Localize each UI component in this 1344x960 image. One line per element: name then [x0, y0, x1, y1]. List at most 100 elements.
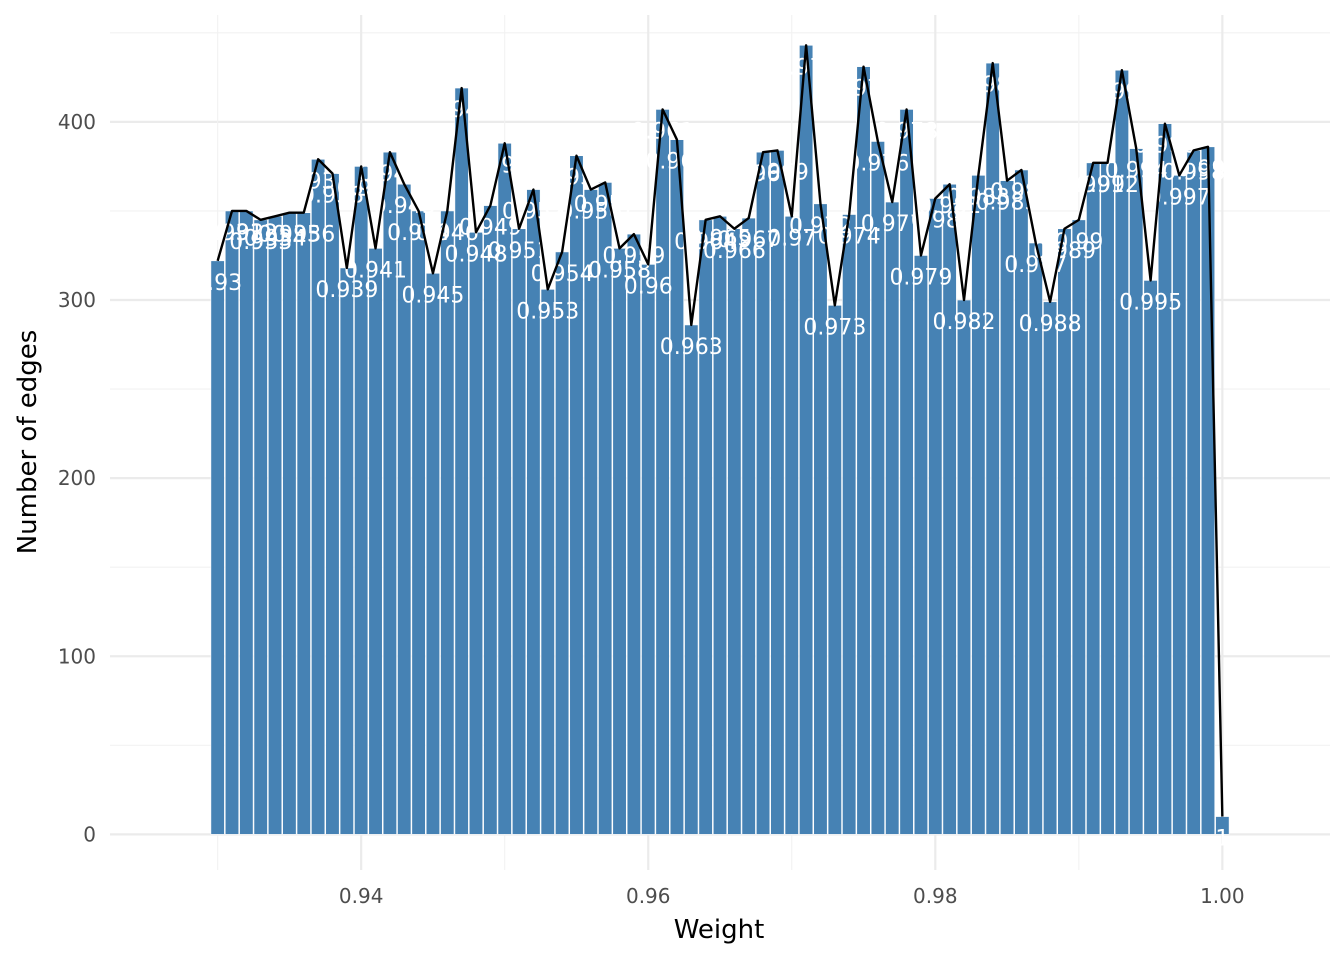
data-label: 0.991 — [1062, 173, 1125, 198]
data-label: 0.967 — [717, 228, 780, 253]
data-label: 0.977 — [861, 212, 924, 237]
bar — [612, 248, 627, 835]
trend-line — [216, 44, 1224, 817]
bar — [684, 324, 699, 835]
data-label: 0.988 — [1019, 312, 1082, 337]
bar — [425, 272, 440, 835]
bar — [1157, 123, 1172, 835]
bar — [224, 210, 240, 835]
bar — [1100, 162, 1115, 835]
y-tick-label: 100 — [58, 644, 96, 668]
bar — [827, 305, 842, 835]
bar — [971, 175, 986, 835]
bar — [282, 212, 297, 835]
bar — [698, 219, 713, 835]
bar — [727, 228, 742, 835]
bar — [1129, 148, 1144, 835]
data-label: 0.933 — [229, 230, 292, 255]
bar — [253, 219, 268, 835]
bar — [913, 255, 928, 835]
y-axis-title: Number of edges — [13, 330, 43, 555]
data-label: 0.995 — [1119, 290, 1182, 315]
data-label: 0.947 — [430, 98, 493, 123]
data-label: 0.973 — [803, 315, 866, 340]
data-label: 0.93 — [193, 271, 242, 296]
data-label: 0.972 — [789, 214, 852, 239]
data-label: 0.945 — [401, 283, 464, 308]
data-label: 0.981 — [918, 194, 981, 219]
bar — [1172, 175, 1187, 835]
y-tick-label: 200 — [58, 466, 96, 490]
data-label: 0.994 — [1105, 159, 1168, 184]
data-label: 0.979 — [889, 265, 952, 290]
bar — [1043, 301, 1058, 835]
bars — [210, 44, 1230, 835]
data-label: 0.969 — [746, 160, 809, 185]
bar — [468, 232, 484, 835]
y-tick-label: 400 — [58, 110, 96, 134]
bar — [540, 289, 555, 835]
x-axis-title: Weight — [674, 915, 765, 945]
data-label: 0.941 — [344, 258, 407, 283]
bar — [856, 66, 871, 835]
data-label: 0.989 — [1033, 239, 1096, 264]
bar — [626, 233, 641, 835]
bar — [483, 205, 498, 835]
bar — [239, 210, 254, 835]
bar — [784, 215, 799, 835]
bar — [1186, 150, 1201, 835]
bar — [928, 198, 943, 835]
data-label: 0.948 — [445, 242, 508, 267]
bar — [741, 217, 756, 835]
bar — [641, 264, 656, 835]
data-label: 0.95 — [480, 153, 529, 178]
bar — [985, 62, 1000, 835]
data-label: 0.935 — [258, 223, 321, 248]
bar — [1200, 146, 1216, 835]
data-label: 0.957 — [574, 192, 637, 217]
bar — [368, 248, 383, 835]
bar — [1215, 816, 1230, 835]
bar — [885, 201, 900, 835]
data-label: 0.974 — [818, 225, 881, 250]
bar — [454, 87, 469, 835]
data-label: 0.998 — [1162, 160, 1225, 185]
bar — [268, 215, 283, 835]
x-axis-ticks: 0.94 0.96 0.98 1.00 — [339, 884, 1245, 908]
data-label: 0.97 — [767, 226, 816, 251]
x-tick-label: 0.98 — [913, 884, 958, 908]
bar — [555, 251, 570, 835]
x-tick-label: 0.96 — [626, 884, 671, 908]
data-label: 0.936 — [272, 223, 335, 248]
bar — [1143, 280, 1158, 835]
data-label: 0.982 — [933, 310, 996, 335]
data-label: 0.965 — [689, 226, 752, 251]
data-label: 0.94 — [337, 176, 386, 201]
data-label: 0.984 — [961, 73, 1024, 98]
data-label: 0.949 — [459, 216, 522, 241]
data-label: 0.963 — [660, 335, 723, 360]
x-tick-label: 1.00 — [1200, 884, 1245, 908]
bar — [569, 155, 584, 835]
bar — [296, 212, 311, 835]
data-label: 0.934 — [244, 226, 307, 251]
bar — [210, 260, 225, 835]
data-label: 0.993 — [1090, 80, 1153, 105]
data-label: 0.958 — [588, 258, 651, 283]
data-label: 0.953 — [516, 299, 579, 324]
data-label: 0.954 — [531, 262, 594, 287]
y-tick-label: 0 — [83, 822, 96, 846]
data-label: 0.96 — [624, 274, 673, 299]
bar — [842, 214, 857, 835]
data-label: 1 — [1215, 827, 1229, 852]
bar — [339, 267, 354, 835]
data-label: 0.975 — [832, 77, 895, 102]
bar — [382, 151, 397, 835]
bar — [813, 203, 828, 835]
data-label: 0.952 — [502, 200, 565, 225]
data-label: 0.961 — [631, 119, 694, 144]
data-label: 0.939 — [315, 278, 378, 303]
bar — [712, 215, 728, 835]
data-label: 0.996 — [1133, 134, 1196, 159]
